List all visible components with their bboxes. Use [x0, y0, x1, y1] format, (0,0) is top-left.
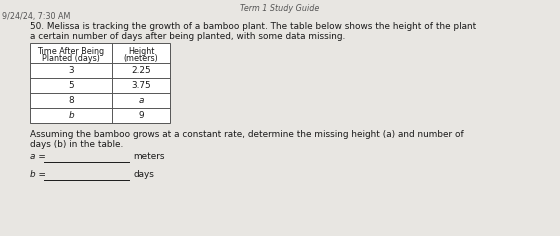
- Text: 2.25: 2.25: [131, 66, 151, 75]
- Text: b =: b =: [30, 170, 46, 179]
- Text: (meters): (meters): [124, 54, 158, 63]
- Text: a: a: [138, 96, 144, 105]
- Text: 3.75: 3.75: [131, 81, 151, 90]
- Text: meters: meters: [133, 152, 165, 161]
- Text: a certain number of days after being planted, with some data missing.: a certain number of days after being pla…: [30, 32, 346, 41]
- Text: Planted (days): Planted (days): [42, 54, 100, 63]
- Text: a =: a =: [30, 152, 46, 161]
- Bar: [30, 43, 170, 123]
- Text: Time After Being: Time After Being: [38, 47, 105, 56]
- Text: days (b) in the table.: days (b) in the table.: [30, 140, 123, 149]
- Text: 3: 3: [68, 66, 74, 75]
- Text: Height: Height: [128, 47, 154, 56]
- Text: Assuming the bamboo grows at a constant rate, determine the missing height (a) a: Assuming the bamboo grows at a constant …: [30, 130, 464, 139]
- Text: 50. Melissa is tracking the growth of a bamboo plant. The table below shows the : 50. Melissa is tracking the growth of a …: [30, 22, 476, 31]
- Text: 8: 8: [68, 96, 74, 105]
- Text: Term 1 Study Guide: Term 1 Study Guide: [240, 4, 320, 13]
- Bar: [30, 43, 170, 123]
- Text: 5: 5: [68, 81, 74, 90]
- Text: 9/24/24, 7:30 AM: 9/24/24, 7:30 AM: [2, 12, 71, 21]
- Text: b: b: [68, 111, 74, 120]
- Text: 9: 9: [138, 111, 144, 120]
- Text: days: days: [133, 170, 154, 179]
